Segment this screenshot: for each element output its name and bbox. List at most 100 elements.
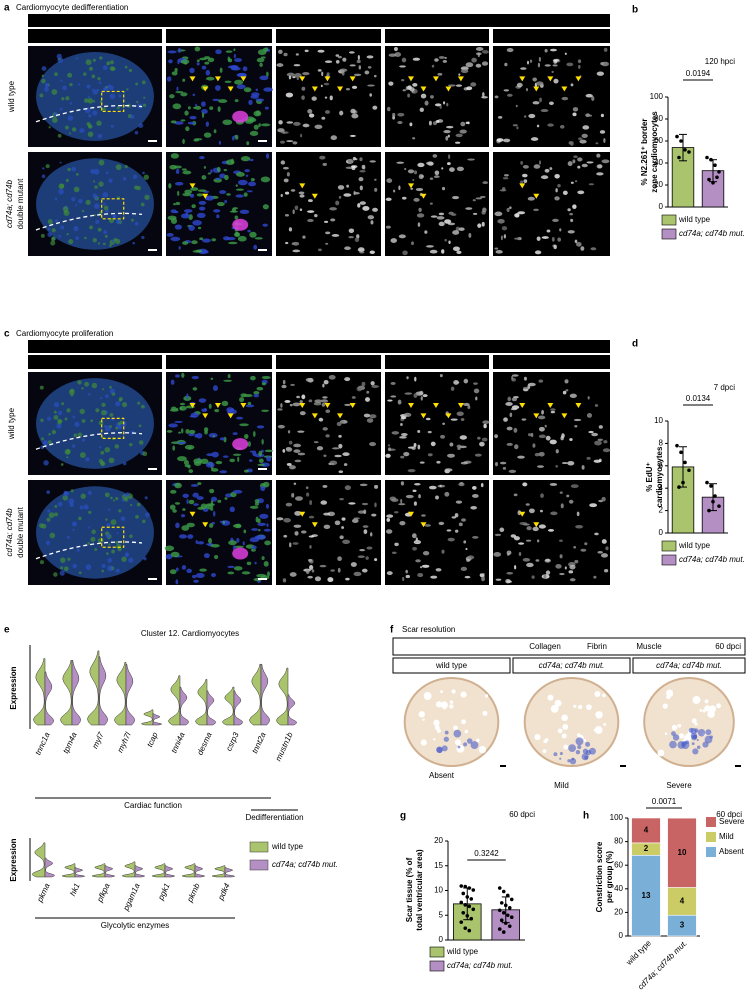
row-label: double mutant	[16, 178, 25, 229]
cell	[241, 571, 251, 575]
nucleus	[482, 207, 487, 213]
nucleus	[481, 221, 485, 227]
violin-half	[61, 863, 76, 878]
nucleus	[325, 434, 330, 438]
group-label: Glycolytic enzymes	[101, 921, 169, 930]
nucleus	[307, 575, 313, 579]
cell	[258, 529, 261, 532]
tissue-speck	[95, 408, 100, 413]
column-header	[493, 29, 610, 43]
nucleus	[603, 138, 606, 143]
nucleus	[474, 453, 482, 457]
nucleus	[374, 178, 377, 181]
tissue-pore	[603, 723, 607, 726]
tissue-pore	[484, 694, 489, 698]
p-value: 0.3242	[474, 849, 499, 858]
violin-half	[276, 667, 289, 726]
nucleus	[367, 215, 375, 220]
cell	[250, 450, 254, 453]
tissue-speck	[65, 178, 69, 182]
tissue-speck	[111, 549, 116, 554]
gene-label: tcap	[145, 730, 160, 748]
tissue-speck	[95, 219, 100, 224]
violin-half	[249, 663, 262, 726]
arrowhead	[519, 403, 526, 409]
cell	[169, 569, 177, 575]
column-header	[28, 29, 162, 43]
zoom-box	[101, 198, 125, 220]
nucleus	[506, 93, 513, 97]
nucleus	[599, 130, 606, 134]
cell	[186, 498, 189, 505]
cell	[197, 541, 205, 545]
nucleus	[314, 214, 318, 218]
nucleus	[343, 463, 348, 466]
cell	[193, 458, 203, 464]
y-axis-label: Expression	[9, 838, 18, 881]
data-point	[709, 484, 713, 488]
nucleus	[494, 247, 499, 250]
cell	[209, 523, 214, 528]
cell	[167, 215, 177, 221]
cell	[196, 212, 206, 219]
cell	[227, 373, 231, 379]
nucleus	[407, 468, 416, 473]
cell	[216, 201, 225, 207]
cell	[236, 416, 244, 420]
nucleus	[415, 187, 424, 192]
nucleus	[440, 434, 446, 439]
cell	[175, 168, 180, 175]
cell	[245, 404, 255, 408]
tissue-speck	[123, 461, 127, 466]
cell	[259, 62, 263, 67]
nucleus	[567, 208, 571, 212]
nucleus	[564, 379, 569, 384]
nucleus	[533, 208, 539, 212]
nucleus	[386, 571, 393, 576]
cell	[247, 229, 251, 233]
tissue-pore	[455, 739, 462, 746]
arrowhead	[533, 193, 540, 199]
nucleus	[354, 237, 360, 243]
nucleus	[455, 500, 463, 504]
nucleus	[323, 454, 327, 457]
nucleus	[280, 403, 283, 408]
nucleus	[295, 53, 299, 56]
nucleus	[411, 446, 416, 450]
arrowhead	[349, 76, 356, 82]
tissue-speck	[82, 438, 86, 442]
tissue-speck	[54, 504, 58, 508]
nucleus	[309, 500, 313, 506]
nucleus	[410, 187, 414, 190]
cell	[199, 57, 207, 61]
violin-half	[125, 663, 136, 726]
tissue-speck	[53, 401, 60, 408]
nucleus	[277, 408, 283, 411]
nucleus	[526, 60, 530, 65]
arrowhead	[311, 522, 318, 528]
data-point	[705, 480, 709, 485]
border-zone-line	[35, 541, 143, 560]
nucleus	[444, 238, 447, 242]
cell	[207, 172, 211, 175]
tissue-speck	[105, 518, 108, 521]
cell	[180, 119, 186, 122]
nucleus	[502, 466, 507, 470]
legend-label: cd74a; cd74b mut.	[272, 860, 338, 869]
nucleus	[402, 89, 406, 92]
data-point	[499, 918, 504, 922]
nucleus	[372, 207, 378, 212]
nucleus	[424, 230, 428, 234]
cell	[205, 195, 215, 201]
tissue-speck	[110, 124, 114, 128]
cell	[229, 506, 235, 513]
nucleus	[414, 376, 417, 382]
column-header	[276, 355, 381, 369]
cell	[181, 525, 190, 531]
nucleus	[448, 84, 456, 87]
tissue-speck	[143, 174, 150, 180]
tissue-speck	[57, 410, 63, 416]
nucleus	[385, 529, 393, 534]
cell	[194, 46, 201, 52]
nucleus	[400, 78, 405, 82]
